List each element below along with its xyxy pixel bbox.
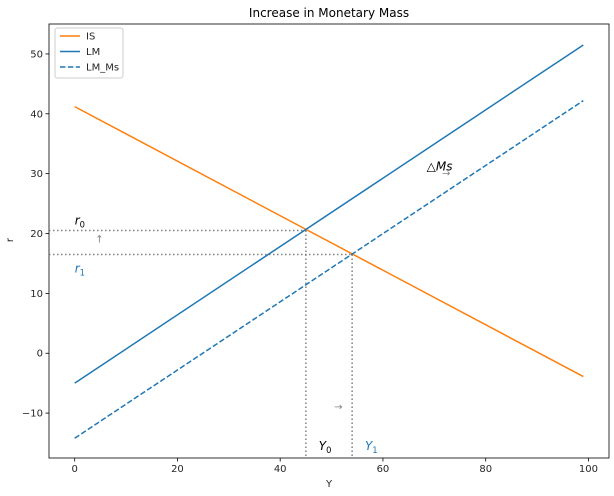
series-layer [74, 44, 584, 439]
legend-box [54, 27, 124, 79]
x-tick-label: 40 [274, 464, 287, 475]
y-tick-label: 40 [30, 109, 43, 120]
x-tick-label: 100 [579, 464, 598, 475]
legend: IS LM LM_Ms [54, 27, 124, 79]
annotation-y1-base: Y [365, 439, 374, 453]
y-axis-label: r [5, 237, 16, 242]
equilibrium-guides [49, 229, 353, 458]
annotation-r1-subscript: 1 [80, 267, 85, 277]
legend-label-is: IS [86, 32, 95, 43]
annotation-y1-subscript: 1 [372, 445, 377, 455]
annotation-r0-base: r [75, 214, 81, 228]
annotation-arrow_right_bottom: → [334, 402, 342, 413]
y-tick-label: 30 [30, 169, 43, 180]
x-tick-label: 0 [72, 464, 78, 475]
annotation-y0-base: Y [319, 439, 328, 453]
x-tick-label: 20 [171, 464, 184, 475]
annotation-r1: r1 [75, 261, 85, 277]
annotation-r0-subscript: 0 [80, 220, 85, 230]
series-line-is [74, 105, 584, 378]
annotation-r1-base: r [75, 261, 81, 275]
x-tick-label: 80 [479, 464, 492, 475]
y-tick-label: 50 [30, 49, 43, 60]
legend-label-lm: LM [86, 47, 100, 58]
annotation-delta_ms: △Ms [427, 160, 453, 174]
x-axis-label: Y [325, 479, 333, 490]
annotation-y1: Y1 [365, 439, 378, 455]
y-tick-label: 20 [30, 229, 43, 240]
legend-label-lm-ms: LM_Ms [86, 63, 119, 74]
y-tick-label: −10 [22, 409, 43, 420]
annotation-arrow_up: ↑ [95, 234, 103, 245]
series-line-lm [74, 44, 584, 384]
y-tick-label: 10 [30, 289, 43, 300]
series-line-lm-ms [74, 99, 584, 439]
annotation-r0: r0 [75, 214, 85, 230]
annotation-y0-subscript: 0 [326, 445, 331, 455]
x-tick-label: 60 [377, 464, 390, 475]
chart-title: Increase in Monetary Mass [249, 6, 409, 20]
y-tick-label: 0 [37, 349, 43, 360]
annotation-arrow_right_top: → [442, 169, 450, 180]
annotation-y0: Y0 [319, 439, 332, 455]
